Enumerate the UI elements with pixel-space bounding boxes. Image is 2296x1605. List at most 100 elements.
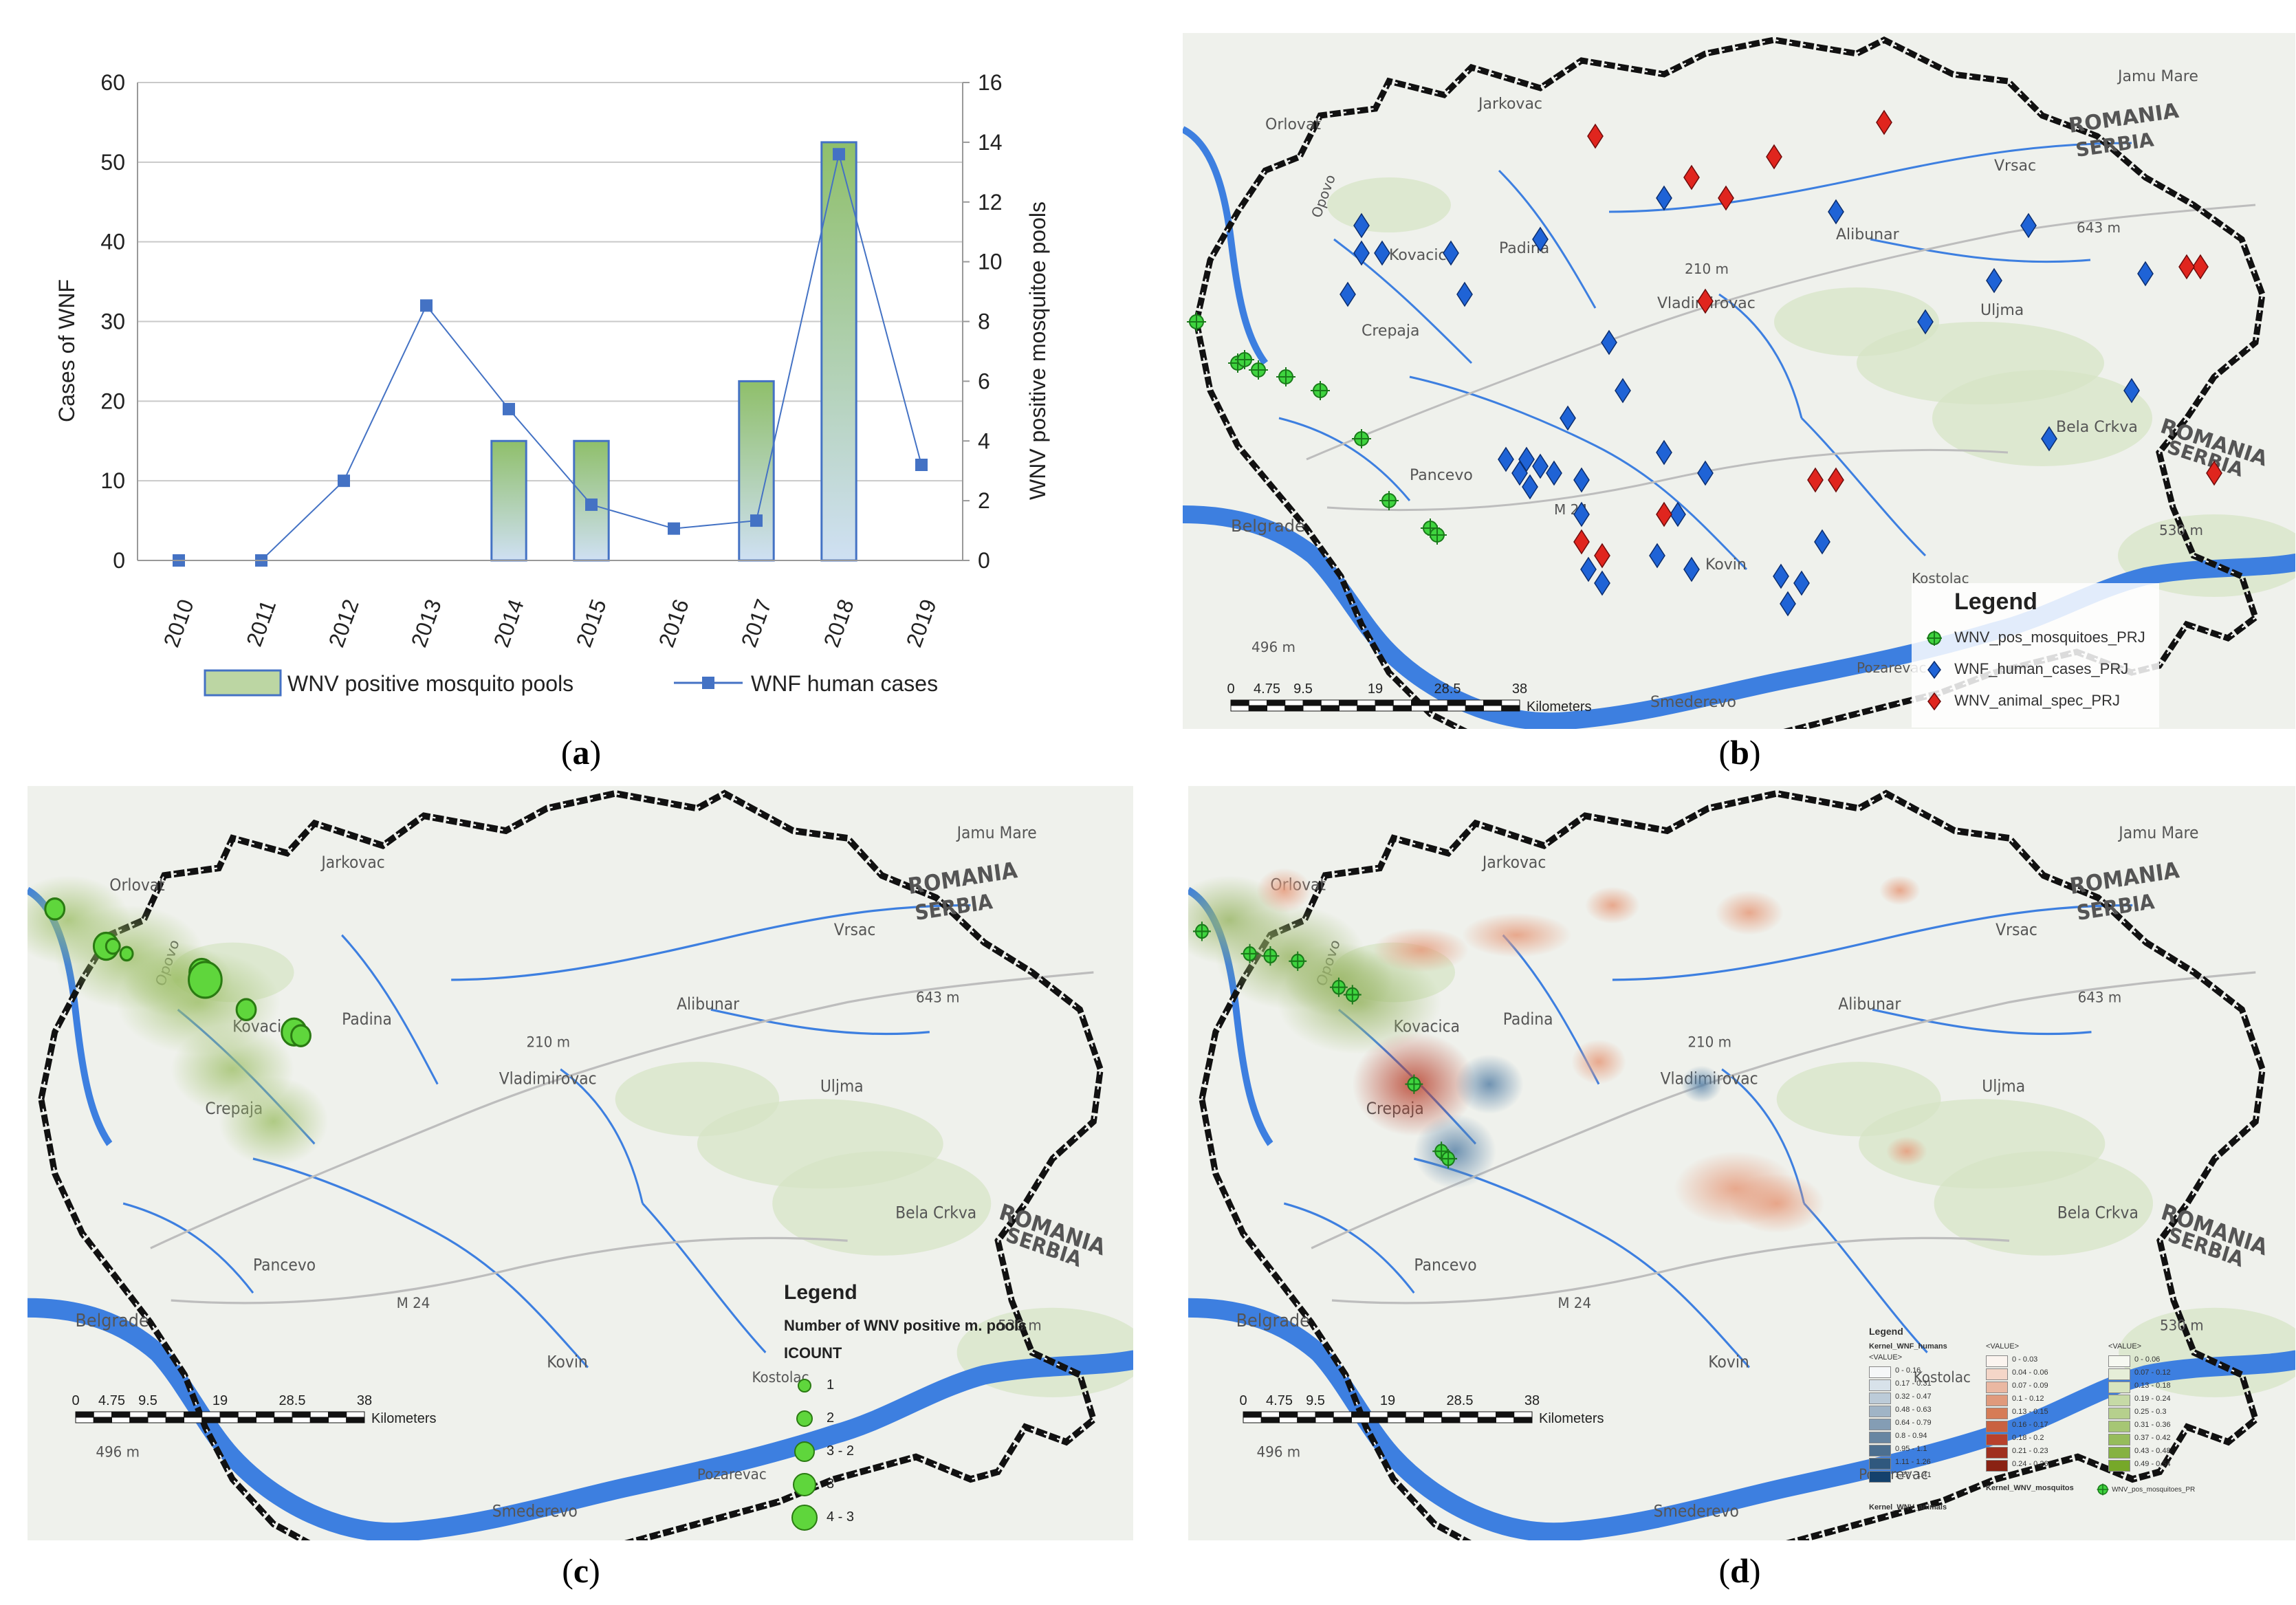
scale-unit: Kilometers	[371, 1411, 436, 1426]
scale-seg	[1315, 1417, 1334, 1423]
scale-seg	[274, 1417, 293, 1423]
map-label: Jamu Mare	[956, 824, 1037, 842]
scale-seg	[1320, 699, 1340, 706]
case-point	[1498, 446, 1514, 472]
y2-axis-label: WNV positive mosquitoe pools	[1025, 201, 1050, 500]
circle-layer	[28, 875, 329, 1166]
density-glow	[219, 1076, 329, 1166]
circle-icon	[791, 1505, 818, 1531]
map-label: M 24	[1557, 1294, 1591, 1311]
scale-seg	[1351, 1417, 1370, 1423]
scale-seg	[1315, 1411, 1334, 1418]
scale-seg	[1284, 699, 1304, 706]
mosquito-point	[1240, 943, 1259, 963]
map-label: Crepaja	[1362, 323, 1420, 340]
scale-tick-label: 28.5	[279, 1393, 306, 1408]
district-border	[38, 789, 1104, 1540]
stream	[1612, 904, 2133, 981]
legend-d-item: 0.49 - 0.54	[2108, 1459, 2222, 1472]
case-point	[1615, 378, 1631, 404]
line-point	[503, 402, 515, 415]
legend-d-label: 0 - 0.03	[2012, 1355, 2038, 1364]
legend-d-item: 0.25 - 0.3	[2108, 1407, 2222, 1419]
mosquito-point	[1235, 350, 1254, 369]
scale-tick-label: 0	[1227, 681, 1234, 697]
y-tick-label: 0	[113, 548, 125, 573]
bar	[820, 141, 857, 562]
case-point	[1522, 474, 1538, 500]
panel-c-map: ROMANIA SERBIA ROMANIA SERBIA Belgrade Pancev…	[28, 786, 1133, 1540]
y-tick-label: 10	[100, 468, 125, 493]
scale-seg	[1459, 1417, 1478, 1423]
cross-circle-icon	[1927, 631, 1942, 646]
y-tick-label: 30	[100, 309, 125, 334]
map-label: Jamu Mare	[2117, 824, 2198, 842]
stream	[1283, 1202, 1415, 1294]
scale-seg	[1357, 699, 1376, 706]
legend-c-item: 3 - 2	[784, 1437, 921, 1467]
legend-d-swatch	[1869, 1419, 1891, 1430]
scale-tick-label: 0	[72, 1393, 79, 1408]
legend-d-swatch	[1986, 1355, 2008, 1367]
map-label: Alibunar	[677, 995, 740, 1014]
legend-d-label: 0.32 - 0.47	[1895, 1393, 1932, 1401]
scale-seg	[256, 1417, 275, 1423]
legend-line-label: WNF human cases	[751, 671, 938, 696]
case-point	[1807, 467, 1824, 493]
bar-series	[490, 141, 857, 562]
scale-tick-label: 9.5	[138, 1393, 157, 1408]
map-label: Jamu Mare	[2117, 68, 2198, 85]
legend-d-label: 0.13 - 0.18	[2134, 1382, 2171, 1390]
case-point	[1546, 460, 1562, 486]
case-point	[2178, 254, 2195, 280]
legend-d-label: 0.64 - 0.79	[1895, 1419, 1932, 1427]
legend-d-swatch	[1869, 1379, 1891, 1391]
scale-seg	[1429, 699, 1448, 706]
line-point	[833, 148, 845, 161]
pool-circle	[188, 961, 223, 999]
scale-seg	[309, 1417, 329, 1423]
scale-tick-label: 0	[1239, 1393, 1247, 1408]
legend-d-item: 0.37 - 0.42	[2108, 1433, 2222, 1445]
scale-seg	[1411, 699, 1430, 706]
legend-d-item: 0 - 0.03	[1986, 1355, 2099, 1367]
x-tick-label: 2012	[324, 596, 364, 651]
diamond-icon	[1927, 692, 1941, 711]
map-label: Alibunar	[1838, 995, 1901, 1014]
legend-c-label: 2	[827, 1410, 835, 1426]
x-tick-label: 2015	[571, 596, 611, 651]
legend-d-swatch	[1869, 1458, 1891, 1470]
scale-seg	[147, 1417, 166, 1423]
legend-d-label: 0 - 0.16	[1895, 1366, 1921, 1375]
x-tick-label: 2017	[736, 596, 776, 651]
case-point	[1649, 543, 1665, 569]
mosquito-point	[1329, 977, 1348, 997]
map-label: Kovin	[1708, 1353, 1749, 1372]
stream	[1278, 417, 1411, 501]
legend-d-swatch	[1986, 1395, 2008, 1406]
terrain-patch	[1932, 370, 2152, 466]
map-label: Smederevo	[1650, 694, 1736, 711]
scale-seg	[1369, 1411, 1388, 1418]
case-point	[2206, 460, 2222, 486]
scale-seg	[1230, 699, 1249, 706]
mosquito-point	[1192, 921, 1211, 941]
panel-a-chart: 0 10 20 30 40 50 60 0 2 4 6 8 10 12 14 16 2010 2011 2012 20…	[28, 41, 1128, 715]
legend-d-label: 0.37 - 0.42	[2134, 1434, 2171, 1442]
legend-d-item: 1.11 - 1.26	[1869, 1457, 1982, 1470]
map-label: Vrsac	[1994, 157, 2036, 175]
scale-seg	[147, 1411, 166, 1418]
case-point	[2137, 261, 2154, 287]
kernel-human	[1585, 886, 1640, 924]
legend-d-swatch	[2108, 1421, 2130, 1432]
scale-seg	[1387, 1417, 1406, 1423]
case-point	[1917, 309, 1934, 335]
scale-seg	[1333, 1417, 1352, 1423]
axes: 0 10 20 30 40 50 60 0 2 4 6 8 10 12 14 16 2010 2011 2012 20…	[100, 70, 1002, 651]
mosquito-point	[1343, 985, 1362, 1005]
mosquito-point	[1289, 951, 1307, 971]
mosquito-point	[1405, 1074, 1423, 1094]
road	[171, 1236, 848, 1304]
line-path	[179, 153, 922, 561]
